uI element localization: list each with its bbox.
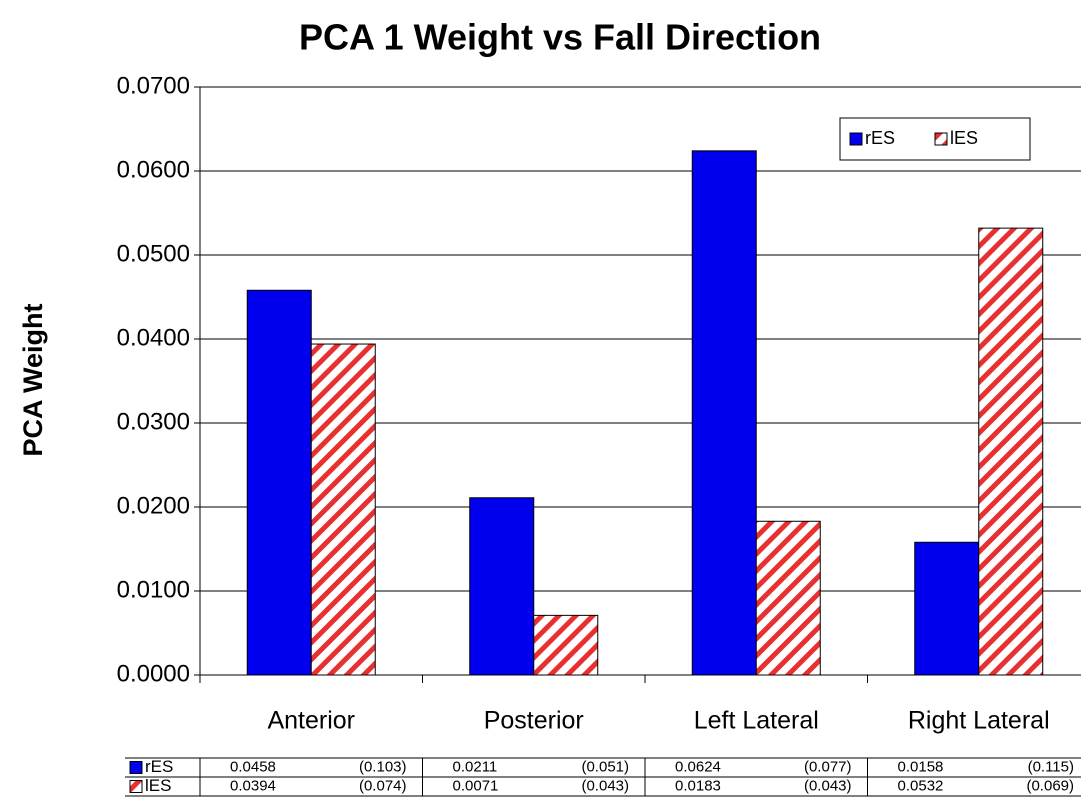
y-tick-label: 0.0000 — [117, 660, 190, 687]
x-tick-label: Posterior — [484, 707, 584, 735]
y-tick-label: 0.0300 — [117, 408, 190, 435]
y-tick-label: 0.0600 — [117, 156, 190, 183]
table-value: 0.0071 — [453, 777, 499, 794]
bar — [246, 289, 312, 676]
bar — [691, 150, 757, 676]
bar — [978, 227, 1044, 676]
table-value: 0.0158 — [898, 758, 944, 775]
bar — [533, 614, 599, 676]
table-sd: (0.043) — [804, 777, 852, 794]
table-sd: (0.077) — [804, 758, 852, 775]
x-tick-label: Anterior — [267, 707, 355, 735]
table-value: 0.0624 — [675, 758, 721, 775]
bar — [469, 497, 535, 676]
table-sd: (0.115) — [1028, 758, 1074, 775]
table-key — [129, 780, 143, 793]
table-sd: (0.069) — [1026, 777, 1074, 794]
table-series-name: lES — [145, 776, 171, 795]
chart-title: PCA 1 Weight vs Fall Direction — [299, 17, 821, 58]
table-key — [129, 761, 143, 774]
legend-key — [934, 132, 948, 146]
table-value: 0.0532 — [898, 777, 944, 794]
bar — [755, 520, 821, 676]
y-tick-label: 0.0100 — [117, 576, 190, 603]
legend-label: rES — [865, 128, 895, 148]
table-value: 0.0394 — [230, 777, 276, 794]
bar — [914, 541, 980, 676]
bar — [310, 343, 376, 676]
table-sd: (0.103) — [359, 758, 407, 775]
y-tick-label: 0.0400 — [117, 324, 190, 351]
table-value: 0.0458 — [230, 758, 276, 775]
y-axis-label: PCA Weight — [18, 303, 48, 456]
table-value: 0.0183 — [675, 777, 721, 794]
y-tick-label: 0.0700 — [117, 72, 190, 99]
legend-key — [849, 132, 863, 146]
legend-label: lES — [950, 128, 978, 148]
x-tick-label: Right Lateral — [908, 707, 1050, 735]
table-value: 0.0211 — [453, 758, 498, 775]
table-sd: (0.043) — [581, 777, 629, 794]
y-tick-label: 0.0200 — [117, 492, 190, 519]
table-sd: (0.051) — [581, 758, 629, 775]
table-sd: (0.074) — [359, 777, 407, 794]
table-series-name: rES — [145, 757, 173, 776]
x-tick-label: Left Lateral — [694, 707, 819, 735]
y-tick-label: 0.0500 — [117, 240, 190, 267]
